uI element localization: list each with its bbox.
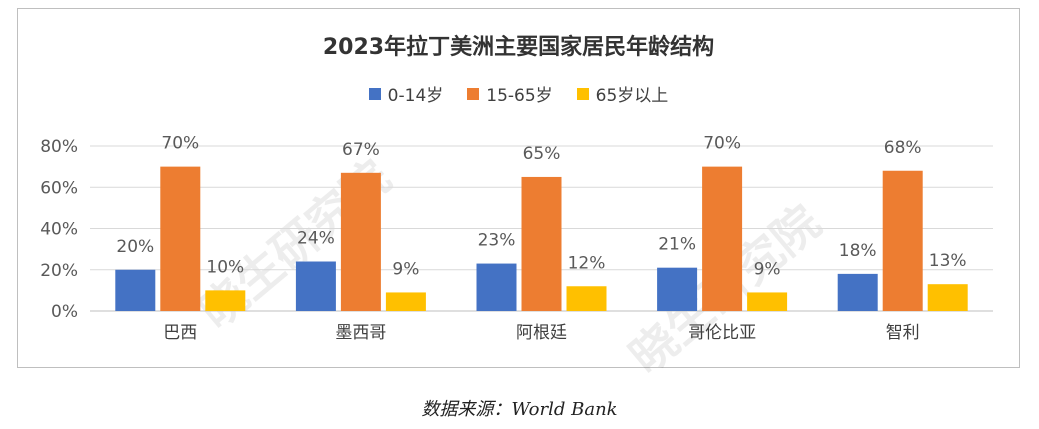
bar-4-2: [927, 284, 968, 311]
y-tick-label-0: 0%: [51, 302, 78, 322]
bar-1-0: [295, 261, 336, 311]
y-tick-label-60: 60%: [40, 178, 78, 198]
x-tick-label-3: 哥伦比亚: [688, 323, 756, 343]
x-tick-label-0: 巴西: [163, 323, 197, 343]
bar-4-0: [837, 273, 878, 311]
data-label-4-0: 18%: [839, 241, 877, 261]
data-label-0-0: 20%: [116, 237, 154, 257]
legend-label-65-plus: 65岁以上: [595, 86, 669, 106]
data-label-2-2: 12%: [568, 253, 606, 273]
data-label-2-1: 65%: [523, 144, 561, 164]
data-label-4-1: 68%: [884, 138, 922, 158]
chart-legend: 0-14岁 15-65岁 65岁以上: [18, 81, 1019, 106]
bar-0-2: [205, 290, 246, 311]
data-label-0-2: 10%: [206, 257, 244, 277]
y-tick-label-80: 80%: [40, 137, 78, 157]
data-label-1-1: 67%: [342, 140, 380, 160]
legend-swatch-15-65: [467, 87, 480, 100]
plot-area: 0% 20% 40% 60% 80% 20% 70% 10% 巴西 24% 67% 9% 墨西哥 23% 6…: [40, 134, 993, 343]
data-label-2-0: 23%: [478, 231, 516, 251]
legend-item-0-14: 0-14岁: [368, 81, 444, 106]
legend-label-0-14: 0-14岁: [387, 86, 444, 106]
data-label-4-2: 13%: [929, 251, 967, 271]
bar-4-1: [882, 170, 923, 311]
legend-item-65-plus: 65岁以上: [576, 81, 669, 106]
bar-3-0: [657, 267, 698, 311]
x-tick-label-1: 墨西哥: [335, 323, 386, 343]
data-label-1-2: 9%: [392, 259, 419, 279]
y-tick-label-40: 40%: [40, 220, 78, 240]
bar-2-2: [566, 286, 607, 311]
x-tick-label-4: 智利: [886, 323, 920, 343]
chart-title: 2023年拉丁美洲主要国家居民年龄结构: [322, 35, 715, 60]
bar-0-0: [115, 269, 156, 311]
source-note: 数据来源：World Bank: [421, 399, 618, 420]
data-label-1-0: 24%: [297, 229, 335, 249]
bar-3-1: [702, 166, 743, 311]
data-label-3-2: 9%: [754, 259, 781, 279]
data-label-3-1: 70%: [703, 134, 741, 154]
bar-3-2: [747, 292, 788, 311]
y-tick-label-20: 20%: [40, 261, 78, 281]
legend-swatch-65-plus: [576, 87, 589, 100]
legend-label-15-65: 15-65岁: [486, 86, 553, 106]
bar-1-1: [340, 172, 381, 311]
x-tick-label-2: 阿根廷: [516, 323, 567, 343]
legend-item-15-65: 15-65岁: [467, 81, 553, 106]
data-label-3-0: 21%: [658, 235, 696, 255]
bar-0-1: [160, 166, 201, 311]
legend-swatch-0-14: [368, 87, 381, 100]
bar-1-2: [385, 292, 426, 311]
chart-frame: 2023年拉丁美洲主要国家居民年龄结构 0-14岁 15-65岁 65岁以上 晓…: [17, 8, 1020, 384]
bar-2-0: [476, 263, 517, 311]
bar-2-1: [521, 176, 562, 311]
data-label-0-1: 70%: [161, 134, 199, 154]
